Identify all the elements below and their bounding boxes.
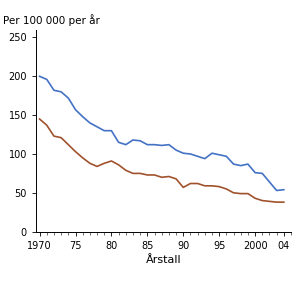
Kvinner xyxy=(81,156,85,160)
Kvinner xyxy=(110,159,113,163)
Line: Menn: Menn xyxy=(40,76,284,190)
Menn xyxy=(182,151,185,155)
Menn xyxy=(59,90,63,94)
Line: Kvinner: Kvinner xyxy=(40,119,284,202)
Kvinner xyxy=(102,162,106,165)
Kvinner xyxy=(74,150,77,154)
Menn xyxy=(253,171,257,174)
Kvinner xyxy=(232,191,235,195)
Kvinner xyxy=(225,187,228,191)
Text: Per 100 000 per år: Per 100 000 per år xyxy=(3,14,100,26)
Kvinner xyxy=(260,199,264,202)
Kvinner xyxy=(160,176,164,179)
Menn xyxy=(275,189,278,192)
Menn xyxy=(167,143,171,146)
Kvinner xyxy=(67,143,70,146)
Menn xyxy=(153,143,156,146)
Menn xyxy=(246,162,250,166)
Kvinner xyxy=(131,172,135,175)
Menn xyxy=(102,129,106,132)
Menn xyxy=(88,121,92,125)
Menn xyxy=(38,75,41,78)
X-axis label: Årstall: Årstall xyxy=(146,255,181,265)
Menn xyxy=(218,153,221,157)
Menn xyxy=(196,154,200,158)
Menn xyxy=(268,180,271,184)
Menn xyxy=(138,139,142,143)
Menn xyxy=(74,108,77,111)
Kvinner xyxy=(138,172,142,175)
Menn xyxy=(45,78,49,81)
Menn xyxy=(260,172,264,175)
Kvinner xyxy=(146,173,149,177)
Kvinner xyxy=(275,200,278,204)
Kvinner xyxy=(38,117,41,121)
Menn xyxy=(225,154,228,158)
Kvinner xyxy=(268,200,271,203)
Menn xyxy=(95,125,99,129)
Kvinner xyxy=(153,173,156,177)
Kvinner xyxy=(95,165,99,168)
Kvinner xyxy=(210,184,214,188)
Kvinner xyxy=(59,136,63,140)
Menn xyxy=(117,140,120,144)
Menn xyxy=(282,188,286,192)
Kvinner xyxy=(282,200,286,204)
Menn xyxy=(174,148,178,152)
Kvinner xyxy=(239,192,242,195)
Menn xyxy=(189,152,192,156)
Kvinner xyxy=(88,162,92,165)
Kvinner xyxy=(45,124,49,127)
Menn xyxy=(110,129,113,132)
Kvinner xyxy=(117,163,120,167)
Kvinner xyxy=(246,192,250,195)
Menn xyxy=(131,138,135,142)
Kvinner xyxy=(52,134,56,138)
Menn xyxy=(52,89,56,92)
Kvinner xyxy=(167,175,171,178)
Menn xyxy=(203,157,207,160)
Kvinner xyxy=(182,186,185,189)
Menn xyxy=(210,151,214,155)
Menn xyxy=(124,143,128,146)
Kvinner xyxy=(189,182,192,185)
Menn xyxy=(232,162,235,166)
Menn xyxy=(160,144,164,147)
Kvinner xyxy=(174,177,178,181)
Kvinner xyxy=(203,184,207,188)
Menn xyxy=(146,143,149,146)
Kvinner xyxy=(253,197,257,200)
Legend: Menn, Kvinner: Menn, Kvinner xyxy=(57,294,208,297)
Menn xyxy=(239,164,242,168)
Menn xyxy=(67,96,70,100)
Kvinner xyxy=(124,168,128,172)
Menn xyxy=(81,115,85,119)
Kvinner xyxy=(218,185,221,188)
Kvinner xyxy=(196,182,200,185)
